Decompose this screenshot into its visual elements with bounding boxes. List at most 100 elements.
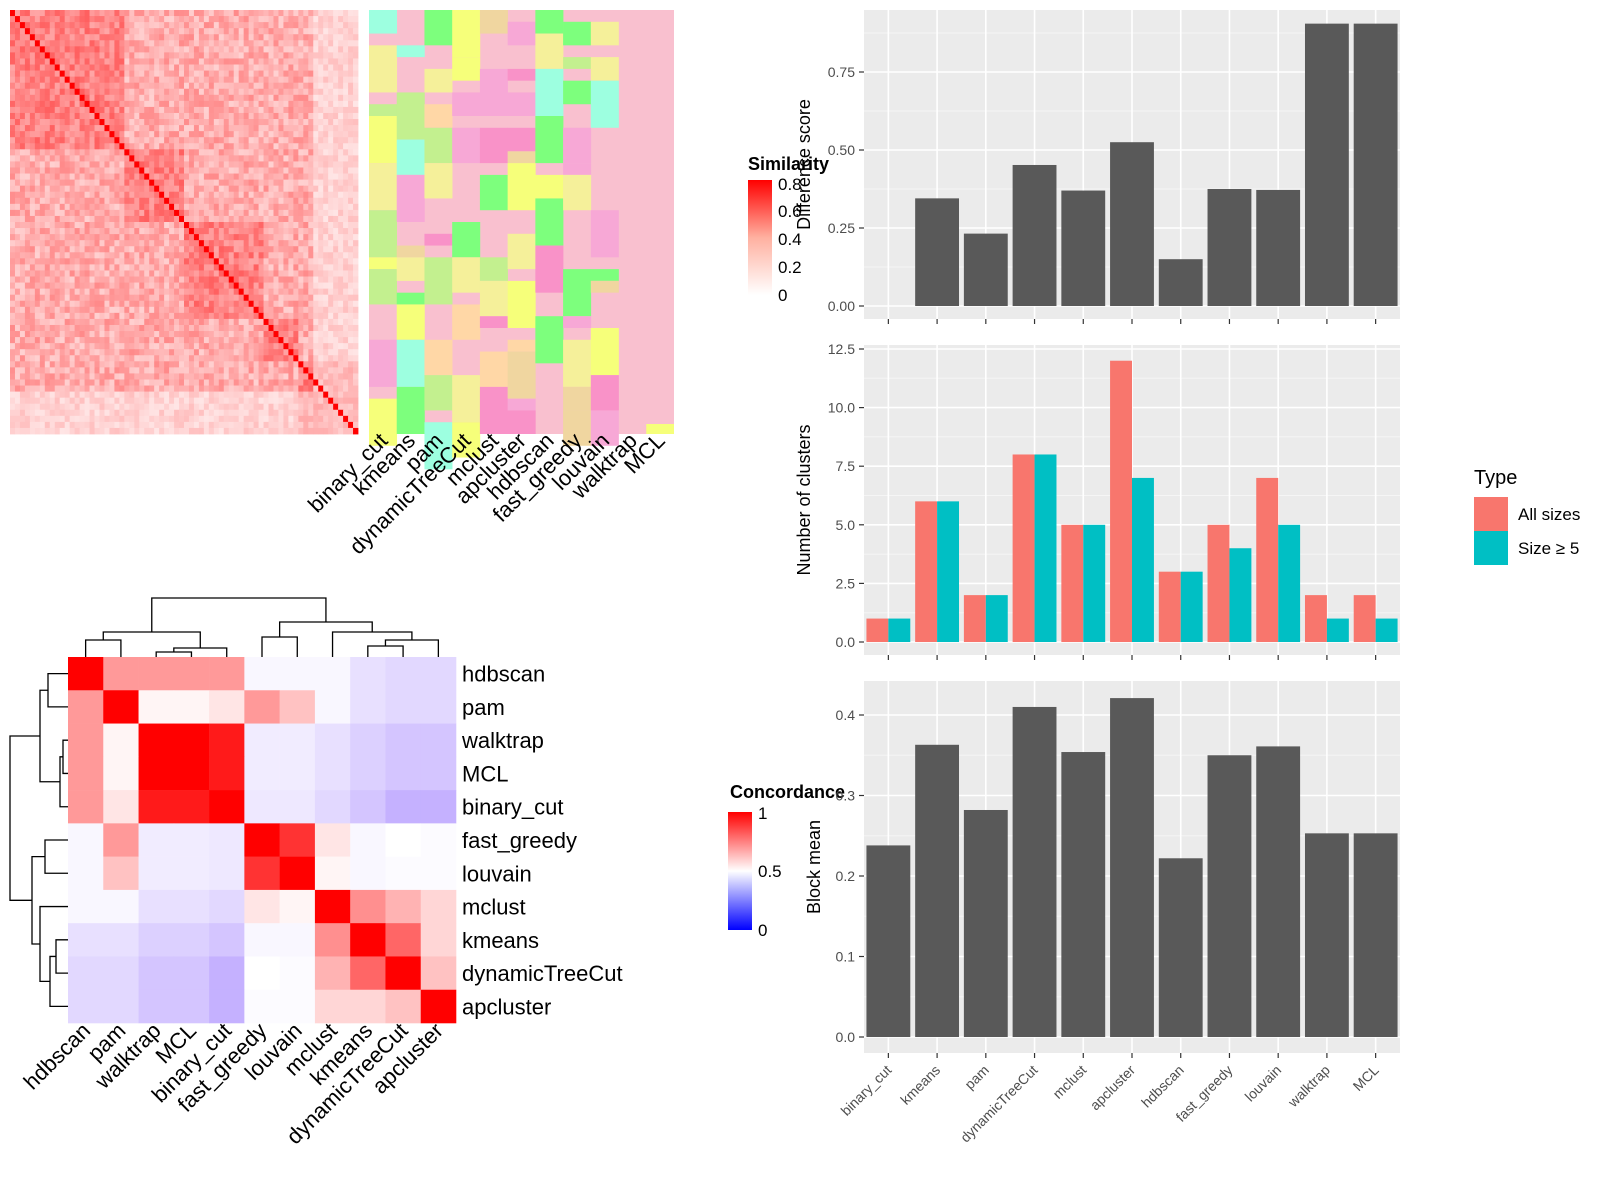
similarity-cell	[238, 240, 245, 247]
similarity-cell	[223, 131, 230, 138]
similarity-cell	[114, 131, 120, 138]
similarity-cell	[293, 82, 299, 90]
similarity-cell	[228, 88, 235, 96]
similarity-cell	[114, 209, 120, 217]
similarity-cell	[184, 119, 190, 126]
similarity-cell	[338, 185, 344, 193]
similarity-cell	[198, 185, 205, 193]
similarity-cell	[49, 246, 56, 253]
similarity-cell	[19, 100, 26, 108]
similarity-cell	[208, 264, 215, 271]
similarity-cell	[218, 294, 225, 302]
similarity-cell	[233, 337, 240, 344]
similarity-cell	[318, 264, 324, 271]
similarity-cell	[69, 246, 76, 253]
similarity-cell	[79, 16, 85, 23]
similarity-cell	[74, 288, 80, 296]
similarity-cell	[24, 270, 31, 277]
similarity-cell	[59, 361, 66, 368]
similarity-cell	[44, 34, 51, 41]
similarity-cell	[228, 179, 235, 187]
similarity-cell	[144, 294, 150, 302]
similarity-cell	[94, 294, 100, 302]
similarity-cell	[348, 427, 354, 435]
similarity-cell	[238, 88, 245, 96]
similarity-cell	[243, 191, 250, 199]
similarity-cell	[104, 246, 110, 253]
similarity-cell	[134, 379, 140, 386]
similarity-cell	[34, 143, 41, 150]
similarity-cell	[328, 252, 334, 259]
similarity-cell	[99, 361, 105, 368]
similarity-cell	[338, 46, 344, 53]
similarity-cell	[263, 155, 269, 162]
similarity-cell	[243, 197, 250, 205]
similarity-cell	[333, 191, 339, 199]
similarity-cell	[318, 270, 324, 277]
similarity-cell	[293, 391, 299, 399]
similarity-cell	[333, 179, 339, 187]
similarity-cell	[273, 149, 279, 156]
similarity-cell	[29, 331, 36, 338]
membership-cell	[507, 151, 536, 164]
similarity-cell	[293, 385, 299, 392]
similarity-cell	[313, 203, 319, 211]
similarity-cell	[253, 58, 259, 65]
similarity-cell	[179, 228, 185, 235]
similarity-cell	[188, 228, 195, 235]
similarity-cell	[134, 58, 140, 65]
similarity-cell	[308, 100, 314, 108]
similarity-cell	[268, 391, 274, 399]
similarity-cell	[179, 306, 185, 314]
similarity-cell	[34, 415, 41, 423]
similarity-cell	[278, 40, 284, 47]
similarity-cell	[149, 185, 155, 193]
similarity-cell	[74, 34, 80, 41]
similarity-cell	[159, 367, 165, 374]
similarity-cell	[353, 179, 359, 187]
similarity-cell	[333, 397, 339, 405]
similarity-cell	[184, 397, 190, 405]
similarity-cell	[34, 397, 41, 405]
similarity-cell	[288, 161, 294, 168]
similarity-cell	[174, 179, 180, 187]
similarity-cell	[323, 76, 329, 84]
similarity-cell	[233, 173, 240, 180]
similarity-cell	[49, 88, 56, 96]
similarity-cell	[154, 373, 160, 380]
similarity-cell	[159, 131, 165, 138]
similarity-cell	[89, 331, 95, 338]
similarity-cell	[308, 264, 314, 271]
similarity-cell	[109, 391, 115, 399]
similarity-cell	[159, 228, 165, 235]
similarity-cell	[333, 246, 339, 253]
similarity-cell	[139, 306, 145, 314]
similarity-cell	[273, 252, 279, 259]
similarity-cell	[283, 385, 289, 392]
similarity-cell	[29, 240, 36, 247]
similarity-cell	[343, 64, 349, 71]
similarity-cell	[179, 52, 185, 59]
similarity-cell	[218, 349, 225, 356]
similarity-cell	[193, 76, 200, 84]
similarity-cell	[119, 179, 125, 187]
similarity-cell	[64, 34, 71, 41]
similarity-cell	[238, 234, 245, 241]
similarity-cell	[248, 258, 254, 265]
similarity-cell	[114, 324, 120, 332]
similarity-cell	[333, 385, 339, 392]
similarity-cell	[323, 228, 329, 235]
similarity-cell	[129, 94, 135, 102]
similarity-cell	[184, 240, 190, 247]
similarity-cell	[99, 82, 105, 90]
similarity-cell	[84, 34, 90, 41]
similarity-cell	[313, 391, 319, 399]
similarity-cell	[179, 294, 185, 302]
similarity-cell	[203, 409, 210, 417]
similarity-cell	[34, 76, 41, 84]
similarity-cell	[268, 385, 274, 392]
similarity-cell	[174, 64, 180, 71]
membership-cell	[479, 316, 508, 328]
similarity-cell	[353, 16, 359, 23]
similarity-cell	[44, 131, 51, 138]
